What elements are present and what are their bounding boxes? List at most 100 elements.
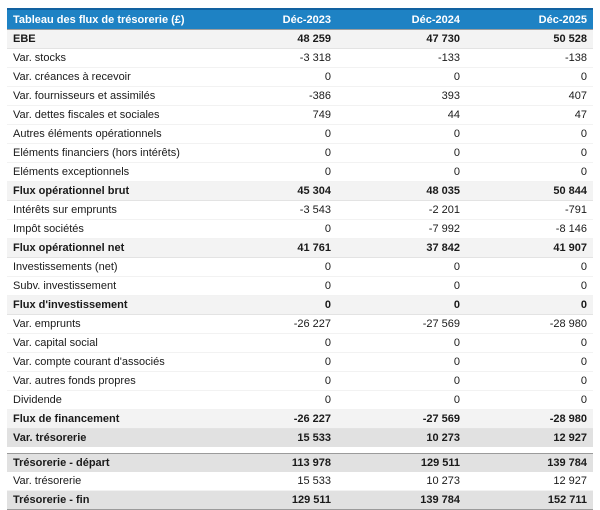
cell-value: 45 304	[208, 181, 337, 201]
table-row: Eléments financiers (hors intérêts) 0 0 0	[7, 143, 593, 163]
cell-value: 48 259	[208, 29, 337, 49]
cell-value: 44	[337, 105, 466, 125]
cell-value: 393	[337, 86, 466, 106]
row-label: Var. fournisseurs et assimilés	[7, 86, 208, 106]
table-row: Investissements (net) 0 0 0	[7, 257, 593, 277]
cell-value: 0	[208, 371, 337, 391]
cell-value: 10 273	[337, 428, 466, 447]
spacer-cell	[7, 447, 593, 454]
table-body: EBE 48 259 47 730 50 528 Var. stocks -3 318 -1…	[7, 29, 593, 510]
table-title: Tableau des flux de trésorerie (£)	[7, 8, 208, 30]
cell-value: 47 730	[337, 29, 466, 49]
row-label: Trésorerie - fin	[7, 490, 208, 510]
table-row: EBE 48 259 47 730 50 528	[7, 29, 593, 49]
cell-value: -3 543	[208, 200, 337, 220]
cell-value: -26 227	[208, 314, 337, 334]
row-label: Var. dettes fiscales et sociales	[7, 105, 208, 125]
table-row: Flux opérationnel brut 45 304 48 035 50 844	[7, 181, 593, 201]
cell-value: 15 533	[208, 428, 337, 447]
row-label: Autres éléments opérationnels	[7, 124, 208, 144]
row-label: Subv. investissement	[7, 276, 208, 296]
cell-value: 0	[208, 295, 337, 315]
table-row: Var. autres fonds propres 0 0 0	[7, 371, 593, 391]
cell-value: 139 784	[337, 490, 466, 510]
cell-value: 0	[337, 67, 466, 87]
cell-value: -3 318	[208, 48, 337, 68]
table-row: Var. trésorerie 15 533 10 273 12 927	[7, 472, 593, 491]
cell-value: 0	[337, 333, 466, 353]
cell-value: -28 980	[466, 314, 593, 334]
cell-value: 0	[208, 143, 337, 163]
column-header-dec-2023: Déc-2023	[208, 8, 337, 30]
cell-value: 0	[466, 67, 593, 87]
cell-value: 0	[208, 390, 337, 410]
table-row: Impôt sociétés 0 -7 992 -8 146	[7, 219, 593, 239]
row-label: Eléments financiers (hors intérêts)	[7, 143, 208, 163]
cell-value: 0	[208, 352, 337, 372]
cell-value: 15 533	[208, 472, 337, 491]
column-header-dec-2024: Déc-2024	[337, 8, 466, 30]
row-label: Var. autres fonds propres	[7, 371, 208, 391]
table-row: Intérêts sur emprunts -3 543 -2 201 -791	[7, 200, 593, 220]
cell-value: 0	[208, 124, 337, 144]
cell-value: 12 927	[466, 428, 593, 447]
cell-value: 0	[466, 276, 593, 296]
cell-value: 0	[337, 257, 466, 277]
cell-value: 152 711	[466, 490, 593, 510]
cell-value: 0	[466, 333, 593, 353]
table-row: Var. dettes fiscales et sociales 749 44 47	[7, 105, 593, 125]
table-row: Eléments exceptionnels 0 0 0	[7, 162, 593, 182]
table-header-row: Tableau des flux de trésorerie (£) Déc-2…	[7, 8, 593, 30]
row-label: Var. capital social	[7, 333, 208, 353]
table-row: Dividende 0 0 0	[7, 390, 593, 410]
cell-value: 0	[337, 162, 466, 182]
row-label: Var. compte courant d'associés	[7, 352, 208, 372]
row-label: Var. trésorerie	[7, 472, 208, 491]
cell-value: 139 784	[466, 453, 593, 472]
cell-value: -7 992	[337, 219, 466, 239]
cell-value: 0	[208, 333, 337, 353]
cell-value: 0	[466, 162, 593, 182]
row-label: EBE	[7, 29, 208, 49]
cell-value: -28 980	[466, 409, 593, 429]
cell-value: 48 035	[337, 181, 466, 201]
cell-value: 47	[466, 105, 593, 125]
cell-value: -8 146	[466, 219, 593, 239]
cell-value: 129 511	[337, 453, 466, 472]
table-row: Subv. investissement 0 0 0	[7, 276, 593, 296]
cell-value: -27 569	[337, 314, 466, 334]
row-label: Flux opérationnel brut	[7, 181, 208, 201]
cell-value: 113 978	[208, 453, 337, 472]
cell-value: 0	[337, 390, 466, 410]
cell-value: 0	[466, 143, 593, 163]
cell-value: 0	[337, 143, 466, 163]
cash-flow-table: Tableau des flux de trésorerie (£) Déc-2…	[7, 8, 593, 510]
cell-value: 0	[466, 124, 593, 144]
table-row: Var. créances à recevoir 0 0 0	[7, 67, 593, 87]
cell-value: 0	[466, 257, 593, 277]
cell-value: 0	[466, 371, 593, 391]
table-row: Flux d'investissement 0 0 0	[7, 295, 593, 315]
table-row: Var. trésorerie 15 533 10 273 12 927	[7, 428, 593, 447]
row-label: Dividende	[7, 390, 208, 410]
table-row: Var. compte courant d'associés 0 0 0	[7, 352, 593, 372]
row-label: Flux de financement	[7, 409, 208, 429]
cell-value: 37 842	[337, 238, 466, 258]
cell-value: 0	[337, 124, 466, 144]
cell-value: 50 528	[466, 29, 593, 49]
row-label: Impôt sociétés	[7, 219, 208, 239]
row-label: Eléments exceptionnels	[7, 162, 208, 182]
cell-value: 0	[466, 295, 593, 315]
cell-value: -26 227	[208, 409, 337, 429]
cell-value: 0	[337, 295, 466, 315]
table-row: Flux de financement -26 227 -27 569 -28 980	[7, 409, 593, 429]
row-label: Intérêts sur emprunts	[7, 200, 208, 220]
cell-value: -2 201	[337, 200, 466, 220]
row-label: Var. stocks	[7, 48, 208, 68]
row-label: Var. emprunts	[7, 314, 208, 334]
cell-value: 0	[208, 67, 337, 87]
row-label: Investissements (net)	[7, 257, 208, 277]
cell-value: 0	[208, 162, 337, 182]
row-label: Flux opérationnel net	[7, 238, 208, 258]
cell-value: 41 761	[208, 238, 337, 258]
